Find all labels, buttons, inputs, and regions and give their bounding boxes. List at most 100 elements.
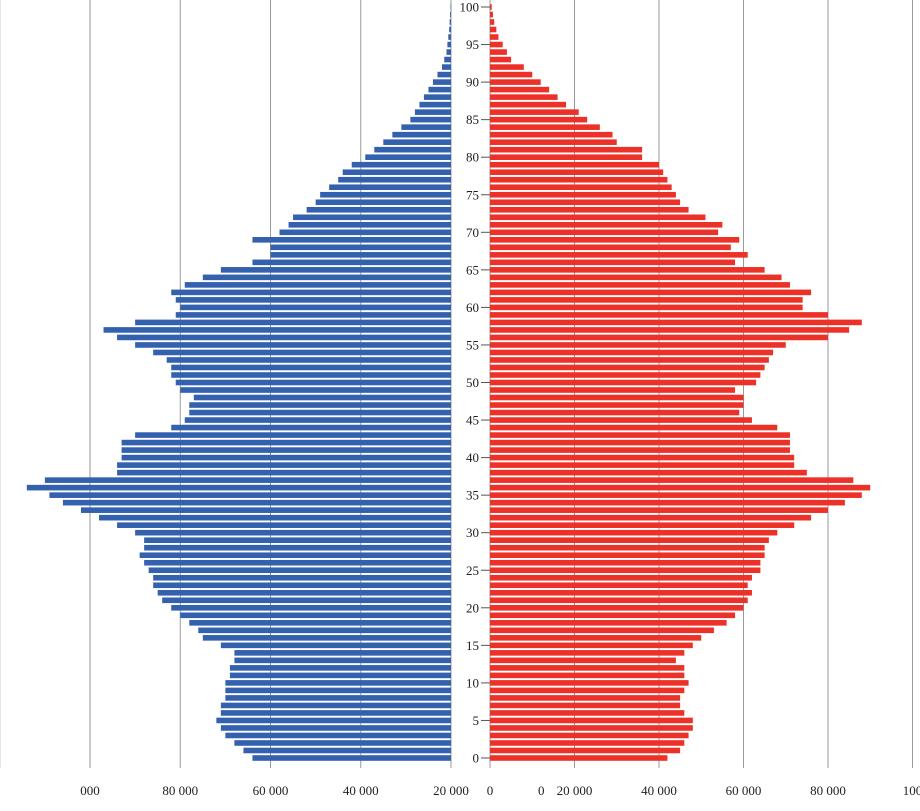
left-bar-age-57 xyxy=(103,327,451,333)
right-bar-age-94 xyxy=(490,49,507,55)
right-bar-age-73 xyxy=(490,206,689,213)
left-bar-age-22 xyxy=(157,589,451,596)
age-tick-label: 65 xyxy=(466,262,479,277)
left-bar-age-46 xyxy=(189,409,451,416)
right-bar-age-62 xyxy=(490,289,812,296)
left-bar-age-30 xyxy=(135,529,452,536)
left-bar-age-66 xyxy=(252,259,451,266)
right-x-tick-label: 0 xyxy=(487,783,494,798)
left-bar-age-3 xyxy=(225,732,452,739)
left-bar-age-87 xyxy=(419,101,451,108)
left-bar-age-89 xyxy=(428,86,451,93)
right-bar-age-89 xyxy=(490,86,550,93)
right-bar-age-21 xyxy=(490,597,748,604)
right-bar-age-26 xyxy=(490,559,761,566)
left-bar-age-68 xyxy=(270,244,451,251)
right-bar-age-1 xyxy=(490,747,681,754)
right-bar-age-40 xyxy=(490,454,795,461)
right-x-axis-ticks: 0 20 000 40 000 60 000 80 000 100 xyxy=(487,783,920,798)
right-bar-age-87 xyxy=(490,101,567,108)
right-bar-age-72 xyxy=(490,214,706,221)
right-x-tick-label: 40 000 xyxy=(641,783,677,798)
right-bar-age-8 xyxy=(490,695,681,701)
left-bar-age-10 xyxy=(225,680,452,686)
right-bar-age-7 xyxy=(490,702,681,709)
left-bar-age-13 xyxy=(234,657,451,664)
left-bar-age-49 xyxy=(180,387,451,393)
left-bar-age-76 xyxy=(329,184,451,191)
left-bar-age-28 xyxy=(144,544,451,551)
right-bar-age-67 xyxy=(490,252,748,258)
left-bar-age-38 xyxy=(117,469,451,476)
left-bar-age-54 xyxy=(153,349,451,356)
right-bar-age-34 xyxy=(490,499,845,506)
right-bar-age-75 xyxy=(490,191,676,198)
left-bar-age-50 xyxy=(175,379,452,386)
left-bar-age-62 xyxy=(171,289,452,296)
left-bar-age-35 xyxy=(49,492,451,498)
right-bar-age-96 xyxy=(490,34,499,40)
left-bar-age-27 xyxy=(139,552,451,559)
right-bar-age-52 xyxy=(490,364,765,371)
age-tick-label: 90 xyxy=(466,75,479,90)
left-bar-age-79 xyxy=(351,161,452,168)
left-bar-age-53 xyxy=(166,357,451,363)
left-bar-age-84 xyxy=(401,124,451,130)
left-bar-age-37 xyxy=(44,477,452,483)
age-tick-label: 100 xyxy=(460,0,480,15)
right-x-tick-label: 80 000 xyxy=(810,783,846,798)
left-bar-age-51 xyxy=(171,372,452,378)
left-bar-age-47 xyxy=(189,402,451,408)
right-bar-age-43 xyxy=(490,432,790,438)
right-bar-age-76 xyxy=(490,184,672,191)
left-bar-age-73 xyxy=(306,206,451,213)
left-bar-age-72 xyxy=(293,214,451,221)
left-bar-age-14 xyxy=(234,650,451,656)
right-bar-age-29 xyxy=(490,537,769,544)
right-bar-age-13 xyxy=(490,657,676,664)
right-bar-age-14 xyxy=(490,650,685,656)
right-bar-age-49 xyxy=(490,387,736,393)
right-bar-age-64 xyxy=(490,274,782,281)
right-bar-age-99 xyxy=(490,11,493,18)
right-bar-age-88 xyxy=(490,94,558,100)
age-tick-label: 95 xyxy=(466,37,479,52)
left-bar-age-80 xyxy=(365,154,451,160)
right-bar-age-47 xyxy=(490,402,744,408)
left-bar-age-70 xyxy=(279,229,451,236)
right-bar-age-44 xyxy=(490,424,778,431)
right-bar-age-63 xyxy=(490,282,790,288)
right-x-tick-label: 20 000 xyxy=(557,783,593,798)
right-bar-age-81 xyxy=(490,146,643,153)
right-bar-age-55 xyxy=(490,342,786,348)
right-bar-age-39 xyxy=(490,462,795,468)
right-bar-age-90 xyxy=(490,79,541,85)
left-bar-age-32 xyxy=(99,514,452,521)
right-bars-group xyxy=(490,4,871,761)
left-bar-age-23 xyxy=(153,582,451,589)
left-bar-age-31 xyxy=(117,522,451,528)
right-bar-age-85 xyxy=(490,116,588,123)
right-bar-age-93 xyxy=(490,56,512,63)
right-bar-age-22 xyxy=(490,589,752,596)
right-bar-age-10 xyxy=(490,680,689,686)
left-bar-age-77 xyxy=(338,176,451,183)
left-bar-age-44 xyxy=(171,424,452,431)
age-tick-label: 60 xyxy=(466,300,479,315)
left-x-tick-label: 20 000 xyxy=(433,783,469,798)
right-bar-age-11 xyxy=(490,672,685,679)
right-bar-age-12 xyxy=(490,665,685,671)
right-bar-age-69 xyxy=(490,237,740,243)
right-bar-age-61 xyxy=(490,297,803,303)
left-bar-age-82 xyxy=(383,139,451,145)
left-bar-age-59 xyxy=(175,312,452,318)
left-bar-age-25 xyxy=(148,567,451,574)
right-bar-age-91 xyxy=(490,71,533,78)
age-tick-label: 20 xyxy=(466,600,479,615)
left-bar-age-78 xyxy=(342,169,451,176)
right-bar-age-27 xyxy=(490,552,765,559)
left-bar-age-90 xyxy=(432,79,451,85)
left-bar-age-88 xyxy=(423,94,451,100)
age-axis-ticks: 0 5 10 15 20 25 30 35 40 45 50 55 60 65 70 75 80 85 90 95 10… xyxy=(460,0,490,766)
